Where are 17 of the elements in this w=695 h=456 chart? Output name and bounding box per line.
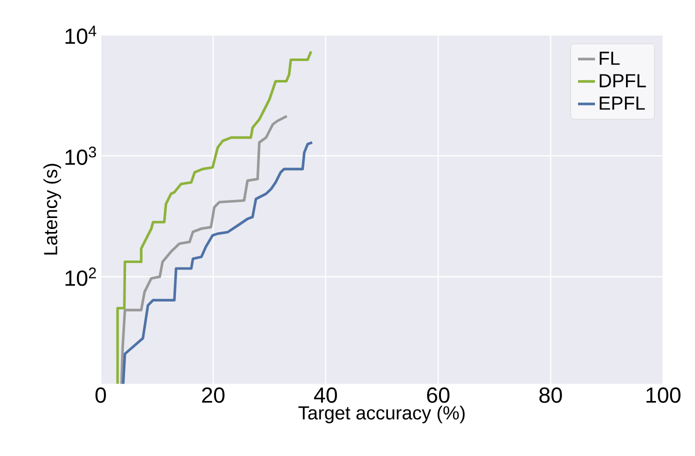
y-tick-label: 10$^{4}$: [66, 26, 96, 44]
line-series: [116, 50, 312, 384]
x-tick-label: 20: [202, 388, 224, 404]
x-tick-label: 0: [95, 388, 106, 404]
line-series: [120, 114, 288, 384]
x-tick-label: 80: [539, 388, 562, 404]
x-tick-label: 40: [314, 388, 337, 404]
legend-label: EPFL: [600, 96, 645, 110]
x-tick-label: 60: [427, 388, 450, 404]
legend-label: FL: [600, 52, 620, 65]
y-axis-title: Latency (s): [43, 164, 62, 255]
legend-label: DPFL: [600, 74, 646, 88]
y-tick-label: 10$^{3}$: [66, 146, 96, 166]
y-tick-label: 10$^{2}$: [66, 268, 96, 286]
line-series: [122, 141, 314, 384]
x-tick-label: 100: [646, 388, 680, 404]
x-axis-title: Target accuracy (%): [298, 406, 465, 424]
